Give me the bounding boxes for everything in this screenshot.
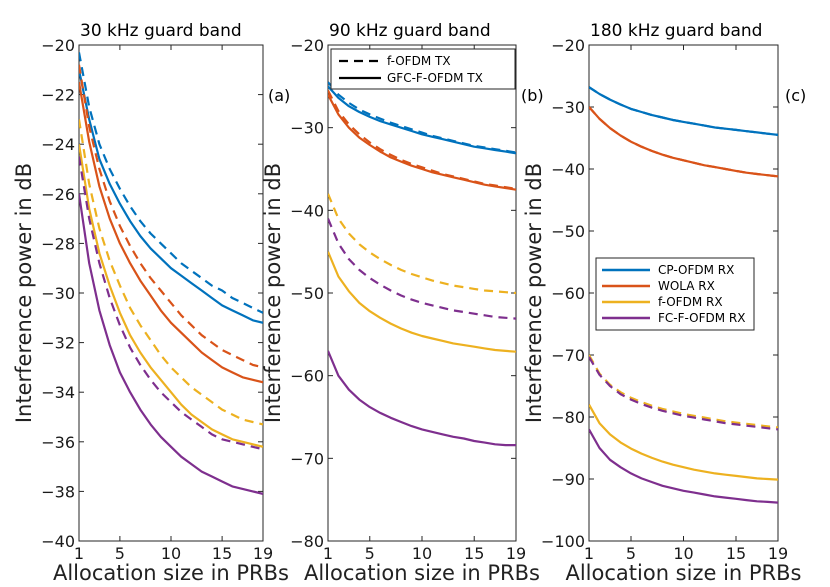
series-line-wola-rx-f-ofdm-tx	[589, 106, 778, 178]
legend-label: f-OFDM TX	[387, 54, 451, 68]
xtick-label: 19	[506, 544, 526, 563]
chart-title: 30 kHz guard band	[80, 21, 242, 41]
legend-label: CP-OFDM RX	[658, 263, 734, 277]
series-line-cp-ofdm-rx-f-ofdm-tx	[328, 81, 516, 154]
ytick-label: −40	[41, 532, 75, 551]
series-line-cp-ofdm-rx-gfc-f-ofdm-tx	[589, 86, 778, 136]
ytick-label: −20	[551, 36, 585, 55]
y-axis-label: Interference power in dB	[12, 163, 36, 423]
xtick-label: 19	[768, 544, 788, 563]
xtick-label: 10	[412, 544, 432, 563]
series-line-cp-ofdm-rx-f-ofdm-tx	[589, 86, 778, 136]
xtick-label: 10	[161, 544, 181, 563]
x-axis-label: Allocation size in PRBs	[565, 561, 801, 585]
ytick-label: −80	[551, 408, 585, 427]
ytick-label: −30	[290, 119, 324, 138]
series-line-wola-rx-f-ofdm-tx	[79, 64, 263, 369]
axes-frame	[78, 44, 264, 542]
ytick-label: −40	[551, 160, 585, 179]
ytick-label: −20	[290, 36, 324, 55]
x-axis-label: Allocation size in PRBs	[53, 561, 289, 585]
y-axis-label: Interference power in dB	[522, 163, 546, 423]
ytick-label: −34	[41, 383, 75, 402]
xtick-label: 15	[464, 544, 484, 563]
ytick-label: −22	[41, 86, 75, 105]
panel-180khz: −100−90−80−70−60−50−40−30−201 5 10 15 19180 …	[522, 21, 806, 585]
chart-title: 90 kHz guard band	[329, 21, 491, 41]
xtick-label: 19	[253, 544, 273, 563]
series-line-f-ofdm-rx-gfc-f-ofdm-tx	[328, 251, 516, 353]
legend-label: WOLA RX	[658, 279, 715, 293]
series-line-wola-rx-gfc-f-ofdm-tx	[589, 106, 778, 178]
y-axis-label: Interference power in dB	[261, 163, 285, 423]
chart-title: 180 kHz guard band	[590, 21, 762, 41]
series-line-fc-f-ofdm-rx-f-ofdm-tx	[328, 218, 516, 320]
series-line-fc-f-ofdm-rx-gfc-f-ofdm-tx	[328, 350, 516, 447]
series-line-wola-rx-gfc-f-ofdm-tx	[79, 82, 263, 384]
ytick-label: −36	[41, 433, 75, 452]
ytick-label: −32	[41, 334, 75, 353]
series-line-f-ofdm-rx-gfc-f-ofdm-tx	[79, 144, 263, 448]
series-line-f-ofdm-rx-f-ofdm-tx	[589, 354, 778, 429]
xtick-label: 5	[626, 544, 636, 563]
panel-tag: (c)	[785, 86, 806, 105]
panel-tag: (b)	[521, 86, 544, 105]
ytick-label: −60	[290, 367, 324, 386]
xtick-label: 5	[115, 544, 125, 563]
ytick-label: −70	[551, 346, 585, 365]
panel-30khz: −40−38−36−34−32−30−28−26−24−22−201 5 10 15 1…	[12, 21, 290, 585]
xtick-label: 1	[74, 544, 84, 563]
xtick-label: 1	[584, 544, 594, 563]
series-line-f-ofdm-rx-f-ofdm-tx	[328, 193, 516, 295]
ytick-label: −50	[551, 222, 585, 241]
series-line-fc-f-ofdm-rx-gfc-f-ofdm-tx	[589, 428, 778, 504]
xtick-label: 15	[212, 544, 232, 563]
series-line-cp-ofdm-rx-gfc-f-ofdm-tx	[328, 85, 516, 155]
legend-label: GFC-F-OFDM TX	[387, 71, 483, 85]
series-line-cp-ofdm-rx-f-ofdm-tx	[79, 52, 263, 314]
series-line-wola-rx-gfc-f-ofdm-tx	[328, 94, 516, 191]
xtick-label: 5	[365, 544, 375, 563]
ytick-label: −24	[41, 135, 75, 154]
series-line-fc-f-ofdm-rx-gfc-f-ofdm-tx	[79, 193, 263, 495]
axes-frame	[327, 44, 517, 542]
panel-tag: (a)	[268, 86, 290, 105]
legend-label: FC-F-OFDM RX	[658, 311, 746, 325]
xtick-label: 10	[673, 544, 693, 563]
ytick-label: −50	[290, 284, 324, 303]
ytick-label: −38	[41, 482, 75, 501]
ytick-label: −100	[541, 532, 585, 551]
ytick-label: −40	[290, 201, 324, 220]
ytick-label: −90	[551, 470, 585, 489]
series-line-wola-rx-f-ofdm-tx	[328, 90, 516, 190]
ytick-label: −80	[290, 532, 324, 551]
xtick-label: 15	[726, 544, 746, 563]
legend-label: f-OFDM RX	[658, 295, 723, 309]
series-line-f-ofdm-rx-gfc-f-ofdm-tx	[589, 404, 778, 481]
ytick-label: −28	[41, 234, 75, 253]
tx-legend-box	[330, 48, 516, 90]
xtick-label: 1	[323, 544, 333, 563]
ytick-label: −30	[41, 284, 75, 303]
ytick-label: −30	[551, 98, 585, 117]
series-line-cp-ofdm-rx-gfc-f-ofdm-tx	[79, 69, 263, 324]
x-axis-label: Allocation size in PRBs	[304, 561, 540, 585]
ytick-label: −20	[41, 36, 75, 55]
ytick-label: −26	[41, 185, 75, 204]
ytick-label: −60	[551, 284, 585, 303]
series-line-f-ofdm-rx-f-ofdm-tx	[79, 119, 263, 426]
ytick-label: −70	[290, 449, 324, 468]
series-line-fc-f-ofdm-rx-f-ofdm-tx	[589, 356, 778, 431]
